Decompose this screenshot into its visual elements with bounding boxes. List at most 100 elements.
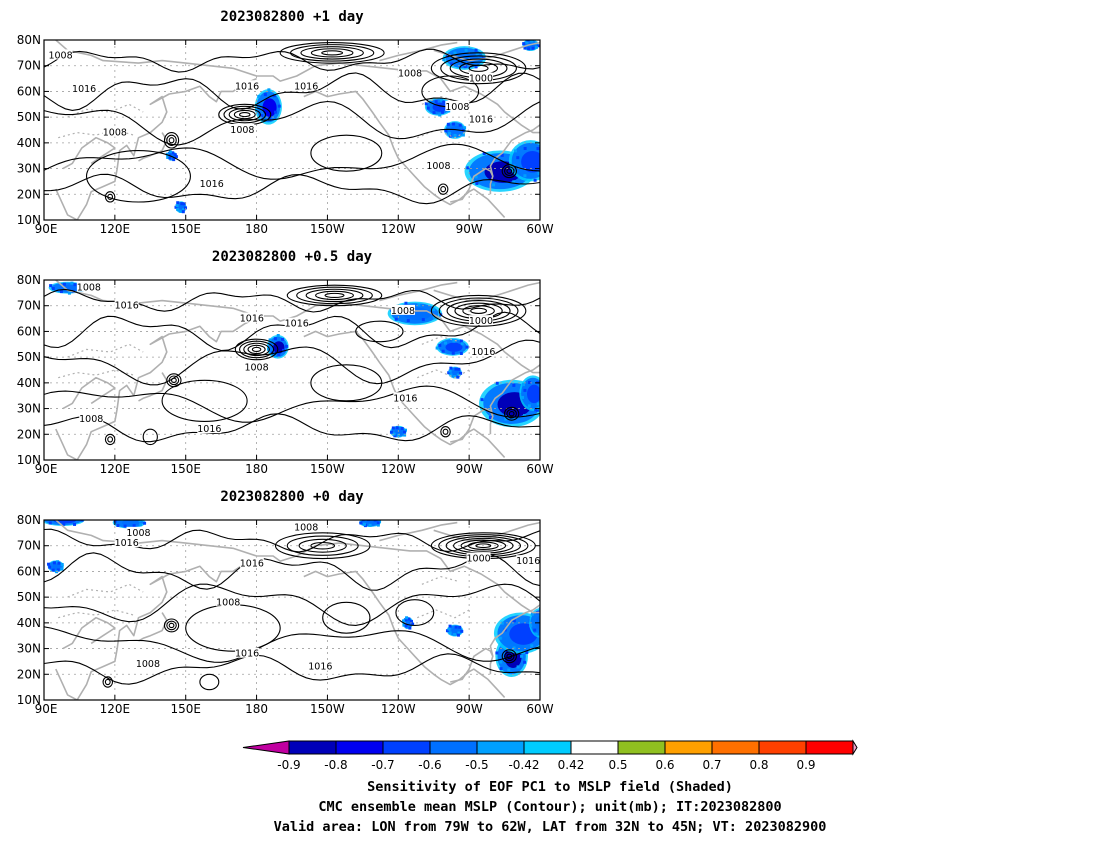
- y-tick-label: 10N: [17, 693, 41, 707]
- footer-line-2: CMC ensemble mean MSLP (Contour); unit(m…: [318, 799, 781, 815]
- y-tick-label: 60N: [17, 564, 41, 578]
- sensitivity-patch: [435, 337, 469, 356]
- panel-title: 2023082800 +0 day: [220, 489, 364, 505]
- x-tick-label: 90W: [456, 462, 483, 476]
- isobar: [44, 143, 540, 180]
- contour-label: 1016: [72, 82, 96, 95]
- svg-text:1008: 1008: [230, 125, 254, 136]
- svg-text:1016: 1016: [72, 84, 96, 95]
- svg-text:1016: 1016: [197, 424, 221, 435]
- contour-label: 1008: [216, 596, 240, 608]
- x-tick-label: 120W: [381, 702, 416, 716]
- border-line: [416, 369, 470, 379]
- contour-label: 1008: [77, 281, 101, 294]
- contour-label: 1016: [308, 660, 332, 673]
- contour-label: 1016: [469, 113, 493, 126]
- contour-label: 1000: [466, 552, 491, 565]
- colorbar-arrow-right: [852, 739, 858, 756]
- colorbar-swatch: [523, 740, 572, 755]
- svg-text:1000: 1000: [469, 316, 493, 327]
- sensitivity-patch: [174, 201, 188, 214]
- colorbar-label: -0.8: [324, 758, 347, 772]
- y-tick-label: 50N: [17, 350, 41, 364]
- y-tick-label: 10N: [17, 213, 41, 227]
- x-tick-label: 90E: [35, 702, 58, 716]
- colorbar-swatch: [335, 740, 384, 755]
- low-pressure-center: [102, 676, 114, 688]
- isobar: [44, 100, 540, 146]
- contour-label: 1008: [126, 526, 151, 539]
- x-tick-label: 120E: [100, 462, 131, 476]
- svg-text:1008: 1008: [79, 414, 103, 425]
- x-tick-label: 150E: [170, 702, 201, 716]
- y-tick-label: 10N: [17, 453, 41, 467]
- coastline: [303, 570, 506, 698]
- colorbar-label: -0.5: [465, 758, 488, 772]
- colorbar-label: -0.9: [277, 758, 300, 772]
- svg-text:1008: 1008: [294, 523, 318, 534]
- colorbar-label: 0.5: [608, 758, 627, 772]
- low-pressure-center: [166, 373, 182, 388]
- low-pressure-center: [199, 673, 220, 691]
- isobar: [44, 653, 540, 685]
- high-pressure-contour: [310, 364, 383, 402]
- coastline: [303, 90, 506, 218]
- x-tick-label: 150W: [310, 222, 345, 236]
- coastline: [55, 520, 540, 614]
- svg-text:1008: 1008: [216, 597, 240, 608]
- colorbar-swatch: [711, 740, 760, 755]
- svg-text:1008: 1008: [445, 102, 469, 113]
- x-tick-label: 120W: [381, 222, 416, 236]
- low-pressure-center: [437, 183, 449, 195]
- low-pressure-center: [279, 42, 385, 64]
- svg-text:1000: 1000: [469, 74, 493, 85]
- y-tick-label: 40N: [17, 376, 41, 390]
- plot-frame: [43, 279, 541, 461]
- x-tick-label: 150E: [170, 222, 201, 236]
- svg-text:1008: 1008: [77, 283, 101, 294]
- svg-text:1000: 1000: [466, 554, 490, 565]
- svg-text:1016: 1016: [285, 319, 309, 330]
- svg-text:1016: 1016: [115, 301, 139, 312]
- colorbar-swatch: [570, 740, 619, 755]
- x-tick-label: 60W: [526, 222, 553, 236]
- map-panels: 2023082800 +1 day10081016100810161008101…: [17, 9, 554, 716]
- x-tick-label: 120E: [100, 702, 131, 716]
- plot-frame: [43, 519, 541, 701]
- x-tick-label: 150W: [310, 702, 345, 716]
- y-tick-label: 60N: [17, 324, 41, 338]
- colorbar-label: 0.7: [702, 758, 721, 772]
- contour-label: 1016: [235, 647, 259, 660]
- y-tick-label: 30N: [17, 162, 41, 176]
- contour-label: 1008: [445, 100, 469, 113]
- coastline: [55, 557, 257, 700]
- colorbar-swatch: [617, 740, 666, 755]
- x-tick-label: 90E: [35, 222, 58, 236]
- low-pressure-center: [142, 428, 158, 446]
- border-line: [416, 609, 470, 619]
- contour-label: 1008: [103, 126, 127, 139]
- border-line: [421, 575, 460, 585]
- low-pressure-center: [274, 532, 371, 560]
- colorbar-label: -0.7: [371, 758, 394, 772]
- contour-label: 1008: [244, 361, 269, 373]
- sensitivity-patch: [47, 560, 64, 574]
- isobar: [44, 626, 540, 663]
- sensitivity-patch: [508, 140, 540, 182]
- contour-label: 1016: [200, 178, 224, 190]
- svg-text:1008: 1008: [126, 528, 150, 539]
- coastline: [379, 521, 458, 542]
- x-tick-label: 90E: [35, 462, 58, 476]
- y-tick-label: 70N: [17, 299, 41, 313]
- sensitivity-patch: [447, 366, 463, 379]
- coastline: [489, 124, 540, 177]
- svg-text:1016: 1016: [471, 347, 495, 358]
- panel-title: 2023082800 +0.5 day: [212, 249, 373, 265]
- svg-text:1016: 1016: [308, 662, 332, 673]
- low-pressure-center: [501, 649, 517, 664]
- low-pressure-center: [104, 433, 116, 446]
- svg-text:1016: 1016: [393, 393, 417, 404]
- contour-label: 1008: [426, 160, 451, 172]
- sensitivity-patch: [402, 616, 415, 630]
- contour-label: 1016: [115, 299, 139, 312]
